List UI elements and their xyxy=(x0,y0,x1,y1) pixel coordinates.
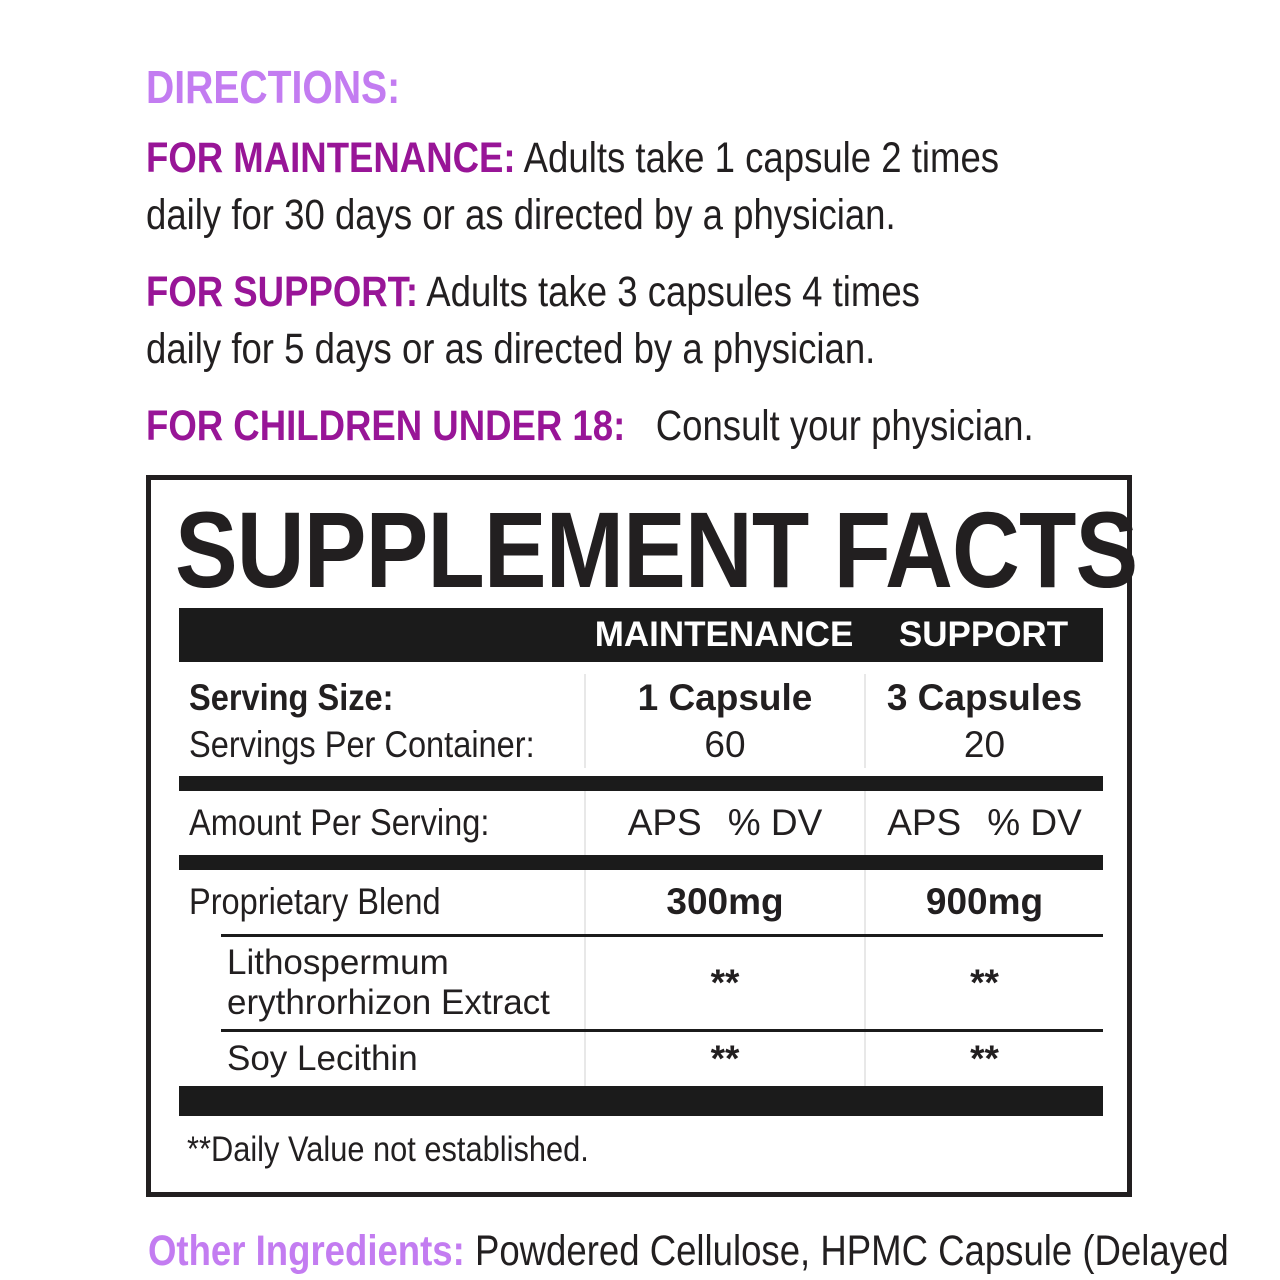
ingredient-name: Soy Lecithin xyxy=(227,1039,418,1078)
ingredient-row: Lithospermum erythrorhizon Extract ** ** xyxy=(179,937,1103,1029)
amount-per-serving-row: Amount Per Serving: APS % DV APS % DV xyxy=(179,791,1103,855)
directions-heading: DIRECTIONS: xyxy=(146,61,401,113)
ingredient-maintenance-value: ** xyxy=(584,1032,864,1086)
ingredient-maintenance-value: ** xyxy=(584,937,864,1029)
directions-section: DIRECTIONS: FOR MAINTENANCE: Adults take… xyxy=(146,64,1280,455)
proprietary-blend-row: Proprietary Blend 300mg 900mg xyxy=(179,870,1103,934)
serving-size-maintenance-value: 1 Capsule xyxy=(584,674,864,722)
ingredient-name: Lithospermum erythrorhizon Extract xyxy=(227,943,550,1022)
thin-divider xyxy=(221,1029,1103,1032)
servings-per-container-row: Servings Per Container: 60 20 xyxy=(179,722,1103,768)
daily-value-footnote: **Daily Value not established. xyxy=(187,1130,589,1169)
column-header-bar: MAINTENANCE SUPPORT xyxy=(179,608,1103,662)
serving-size-support-value: 3 Capsules xyxy=(864,674,1103,722)
dv-label: % DV xyxy=(727,802,823,843)
aps-dv-support-header: APS % DV xyxy=(864,791,1103,855)
servings-per-container-label: Servings Per Container: xyxy=(189,724,535,765)
proprietary-blend-support-value: 900mg xyxy=(864,870,1103,934)
other-ingredients: Other Ingredients: Powdered Cellulose, H… xyxy=(148,1223,1229,1280)
support-label: FOR SUPPORT: xyxy=(146,268,419,316)
serving-size-label: Serving Size: xyxy=(189,677,394,718)
support-text-line2: daily for 5 days or as directed by a phy… xyxy=(146,325,876,373)
maintenance-text-line2: daily for 30 days or as directed by a ph… xyxy=(146,191,896,239)
support-text-line1: Adults take 3 capsules 4 times xyxy=(426,268,920,316)
ingredient-support-value: ** xyxy=(864,937,1103,1029)
maintenance-text-line1: Adults take 1 capsule 2 times xyxy=(523,134,1000,182)
proprietary-blend-label: Proprietary Blend xyxy=(189,881,441,922)
supplement-facts-panel: SUPPLEMENT FACTS MAINTENANCE SUPPORT Ser… xyxy=(146,475,1138,1197)
servings-support-value: 20 xyxy=(864,722,1103,768)
directions-children: FOR CHILDREN UNDER 18: Consult your phys… xyxy=(146,398,1110,455)
maintenance-label: FOR MAINTENANCE: xyxy=(146,134,516,182)
dv-label: % DV xyxy=(987,802,1082,843)
proprietary-blend-maintenance-value: 300mg xyxy=(584,870,864,934)
aps-label: APS xyxy=(887,802,962,843)
supplement-facts-title: SUPPLEMENT FACTS xyxy=(175,489,1138,610)
thin-divider xyxy=(221,934,1103,937)
thick-divider xyxy=(179,776,1103,791)
column-header-maintenance: MAINTENANCE xyxy=(594,615,854,654)
amount-per-serving-label: Amount Per Serving: xyxy=(189,802,490,843)
directions-support: FOR SUPPORT: Adults take 3 capsules 4 ti… xyxy=(146,264,1110,378)
serving-size-row: Serving Size: 1 Capsule 3 Capsules xyxy=(179,662,1103,722)
aps-label: APS xyxy=(627,802,702,843)
ingredient-row: Soy Lecithin ** ** xyxy=(179,1032,1103,1086)
children-text: Consult your physician. xyxy=(655,402,1034,450)
children-label: FOR CHILDREN UNDER 18: xyxy=(146,402,626,450)
other-ingredients-line1: Powdered Cellulose, HPMC Capsule (Delaye… xyxy=(474,1227,1229,1275)
directions-maintenance: FOR MAINTENANCE: Adults take 1 capsule 2… xyxy=(146,130,1110,244)
aps-dv-maintenance-header: APS % DV xyxy=(584,791,864,855)
servings-maintenance-value: 60 xyxy=(584,722,864,768)
column-header-support: SUPPORT xyxy=(898,615,1069,654)
other-ingredients-label: Other Ingredients: xyxy=(148,1227,465,1275)
bottom-bar xyxy=(179,1086,1103,1116)
ingredient-support-value: ** xyxy=(864,1032,1103,1086)
thick-divider xyxy=(179,855,1103,870)
